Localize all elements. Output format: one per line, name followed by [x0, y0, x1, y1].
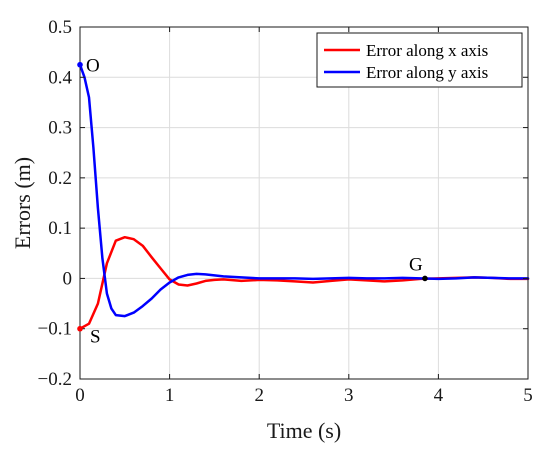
y-axis-label: Errors (m) — [10, 157, 35, 249]
y-tick-label: 0.4 — [48, 67, 72, 88]
axis-ticks: 0 1 2 3 4 5 −0.2 −0.1 0 0.1 0.2 0.3 0.4 0.5 — [38, 17, 533, 406]
x-tick-label: 3 — [344, 385, 354, 406]
annotation-label-g: G — [409, 254, 423, 275]
series-line-x-error — [78, 235, 530, 330]
x-tick-label: 2 — [254, 385, 264, 406]
y-tick-label: −0.1 — [38, 319, 72, 340]
legend: Error along x axis Error along y axis — [316, 32, 523, 88]
x-tick-label: 4 — [434, 385, 444, 406]
annotation-marker-o — [77, 61, 83, 68]
annotation-label-s: S — [90, 327, 101, 348]
legend-label-x: Error along x axis — [366, 41, 488, 60]
annotations: O S G — [77, 56, 428, 348]
y-tick-label: −0.2 — [38, 369, 72, 390]
legend-label-y: Error along y axis — [366, 63, 488, 82]
series-line-y-error — [78, 63, 530, 318]
y-tick-label: 0.1 — [48, 218, 72, 239]
x-tick-label: 5 — [523, 385, 533, 406]
legend-box — [316, 32, 523, 88]
y-tick-label: 0 — [63, 268, 73, 289]
y-tick-label: 0.5 — [48, 17, 72, 38]
x-tick-label: 1 — [165, 385, 175, 406]
annotation-label-o: O — [86, 56, 100, 77]
y-tick-label: 0.3 — [48, 118, 72, 139]
axes-frame — [79, 26, 529, 380]
annotation-marker-s — [77, 325, 83, 332]
x-axis-label: Time (s) — [267, 418, 341, 443]
x-tick-label: 0 — [75, 385, 85, 406]
annotation-marker-g — [422, 275, 428, 282]
y-tick-label: 0.2 — [48, 168, 72, 189]
plot-area — [78, 63, 530, 330]
